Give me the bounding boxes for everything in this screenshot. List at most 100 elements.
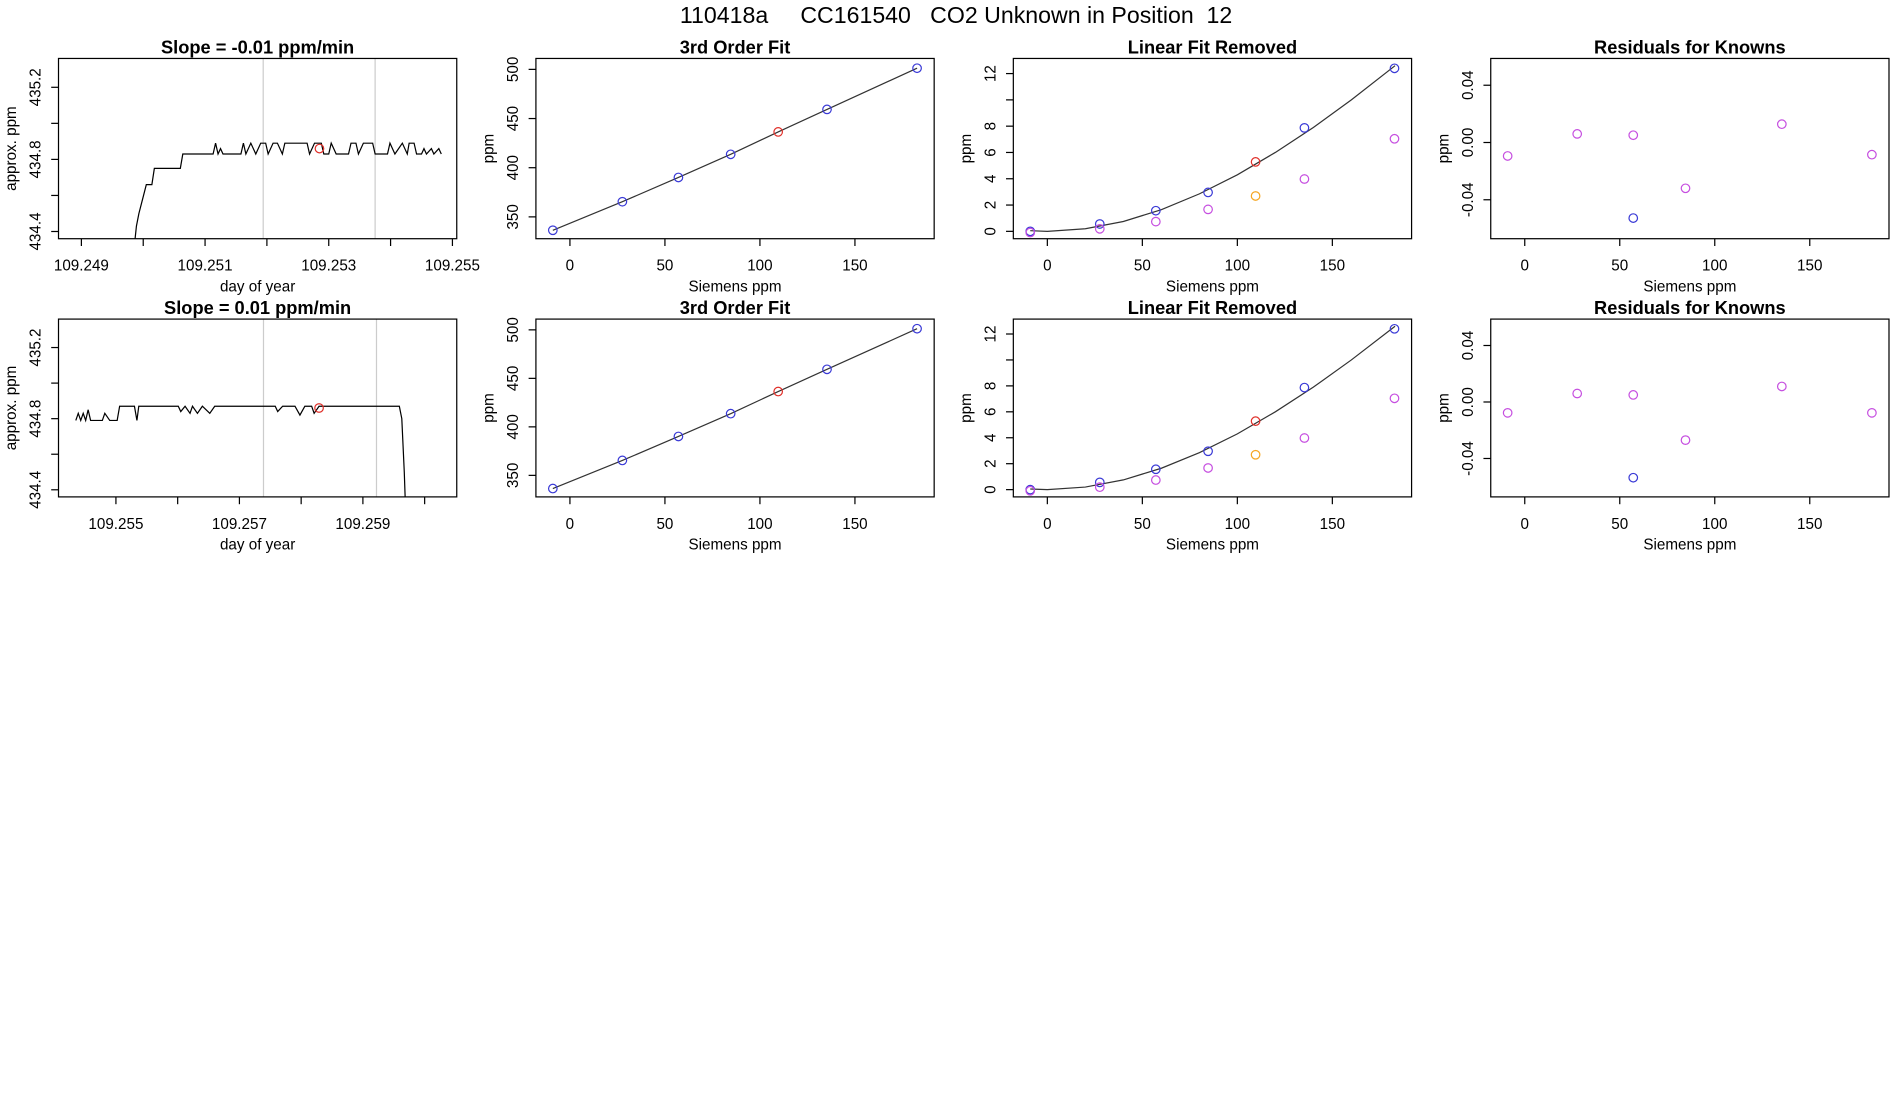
- y-axis-label: ppm: [958, 393, 975, 423]
- panel-title: Linear Fit Removed: [1128, 297, 1297, 318]
- x-tick-label: 50: [1134, 516, 1151, 533]
- data-line: [75, 404, 406, 497]
- point: [912, 323, 922, 334]
- y-tick-label: 450: [505, 366, 522, 391]
- point: [1867, 149, 1877, 160]
- point: [1299, 174, 1310, 184]
- x-axis-label: Siemens ppm: [689, 278, 782, 295]
- point: [617, 455, 628, 466]
- point: [1572, 388, 1583, 399]
- point: [1025, 485, 1036, 496]
- x-tick-label: 109.251: [178, 258, 233, 275]
- y-tick-label: 8: [982, 382, 999, 390]
- point: [1025, 227, 1036, 238]
- panel: 3rd Order Fit Siemens ppm ppm 0 50 100 150 350 4…: [481, 297, 935, 554]
- y-tick-label: 0.00: [1460, 128, 1477, 158]
- highlight-point: [314, 403, 324, 413]
- y-tick-label: 350: [505, 463, 522, 488]
- plot-frame: [535, 57, 935, 240]
- plot-frame: [1490, 57, 1890, 240]
- point: [1150, 205, 1161, 216]
- x-tick-label: 50: [1611, 258, 1628, 275]
- y-axis-label: ppm: [481, 393, 498, 423]
- x-tick-label: 100: [1702, 516, 1727, 533]
- point: [1150, 475, 1161, 485]
- point: [673, 172, 684, 183]
- y-tick-label: 2: [982, 201, 999, 209]
- y-axis-label: ppm: [1435, 134, 1452, 164]
- y-tick-label: 350: [505, 204, 522, 229]
- point: [1250, 449, 1261, 460]
- plot-frame: [57, 57, 458, 240]
- point: [822, 104, 832, 115]
- point: [725, 149, 736, 160]
- x-tick-label: 0: [1521, 258, 1529, 275]
- point: [912, 63, 922, 74]
- y-tick-label: 435.2: [28, 68, 45, 106]
- fit-curve: [552, 328, 918, 490]
- panel-title: Residuals for Knowns: [1594, 37, 1786, 58]
- y-tick-label: 500: [505, 317, 522, 342]
- point: [773, 386, 784, 397]
- panel-title: Residuals for Knowns: [1594, 297, 1786, 318]
- point: [1572, 129, 1583, 139]
- point: [1389, 323, 1400, 334]
- point: [547, 483, 558, 494]
- data-line: [134, 141, 442, 239]
- point: [1094, 223, 1105, 234]
- panel: Slope = -0.01 ppm/min day of year approx. …: [3, 37, 480, 296]
- x-tick-label: 150: [1320, 516, 1345, 533]
- x-tick-label: 100: [1225, 258, 1250, 275]
- y-axis-label: approx. ppm: [3, 106, 20, 191]
- panel: Residuals for Knowns Siemens ppm ppm 0 50 100…: [1435, 37, 1890, 295]
- point: [1250, 416, 1261, 427]
- fit-curve: [1030, 325, 1396, 491]
- point: [547, 225, 558, 236]
- plot-frame: [1012, 318, 1413, 498]
- x-tick-label: 150: [842, 516, 867, 533]
- point: [1094, 219, 1105, 229]
- point: [673, 431, 684, 442]
- x-tick-label: 50: [656, 258, 673, 275]
- x-tick-label: 100: [747, 258, 772, 275]
- fit-curve: [552, 67, 918, 231]
- x-tick-label: 0: [1043, 258, 1051, 275]
- point: [773, 127, 784, 137]
- x-axis-label: Siemens ppm: [1166, 278, 1259, 295]
- y-axis-label: ppm: [481, 134, 498, 164]
- y-tick-label: 434.8: [28, 140, 45, 178]
- y-tick-label: 0.04: [1460, 70, 1477, 100]
- x-tick-label: 50: [656, 516, 673, 533]
- point: [1250, 157, 1261, 167]
- y-tick-label: 0: [982, 485, 999, 493]
- y-tick-label: 6: [982, 408, 999, 416]
- y-tick-label: 400: [505, 155, 522, 180]
- plot-frame: [535, 318, 935, 498]
- point: [1502, 151, 1513, 161]
- panel: Slope = 0.01 ppm/min day of year approx. p…: [3, 297, 458, 554]
- x-tick-label: 0: [1043, 516, 1051, 533]
- point: [1299, 382, 1310, 393]
- x-tick-label: 100: [747, 516, 772, 533]
- x-tick-label: 109.255: [88, 516, 143, 533]
- panel-title: Linear Fit Removed: [1128, 37, 1297, 58]
- point: [1250, 191, 1261, 201]
- point: [1628, 472, 1639, 483]
- point: [1389, 133, 1400, 144]
- panel-title: 3rd Order Fit: [680, 297, 791, 318]
- x-tick-label: 0: [566, 516, 574, 533]
- plot-frame: [1012, 57, 1413, 240]
- point: [1150, 216, 1161, 227]
- x-tick-label: 150: [1797, 516, 1822, 533]
- y-tick-label: 434.8: [28, 400, 45, 438]
- y-axis-label: ppm: [1435, 393, 1452, 423]
- y-tick-label: 4: [982, 174, 999, 183]
- panel: Linear Fit Removed Siemens ppm ppm 0 50 100 15…: [958, 37, 1413, 295]
- x-tick-label: 150: [842, 258, 867, 275]
- y-tick-label: 435.2: [28, 328, 45, 366]
- point: [1203, 463, 1213, 473]
- y-tick-label: -0.04: [1460, 441, 1477, 476]
